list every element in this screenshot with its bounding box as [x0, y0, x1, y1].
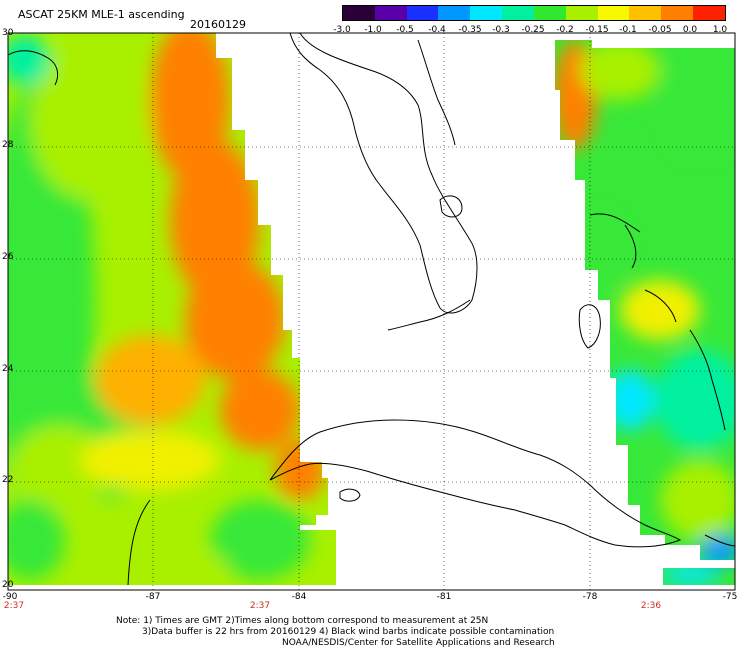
green-area	[210, 500, 310, 580]
cyan-area	[605, 370, 655, 430]
product-date: 20160129	[190, 18, 246, 31]
lon-label-90: -90	[2, 592, 18, 602]
lake-okeechobee	[439, 195, 463, 218]
yellowgreen-area	[660, 460, 735, 540]
bahamas-grand	[589, 213, 641, 233]
colorbar-label: -1.0	[364, 25, 382, 35]
yucatan-coast	[127, 499, 151, 586]
lon-label-75: -75	[722, 592, 738, 602]
colorbar-label: -0.05	[648, 25, 672, 35]
hispaniola-edge	[704, 534, 736, 547]
note-line-3: NOAA/NESDIS/Center for Satellite Applica…	[282, 638, 555, 648]
orange-area	[185, 260, 285, 380]
bahamas-andros	[578, 304, 601, 349]
colorbar-segment	[343, 6, 375, 20]
colorbar-segment	[470, 6, 503, 20]
lon-label-87: -87	[145, 592, 161, 602]
lat-label-20: 20	[2, 580, 14, 590]
green-area	[660, 40, 735, 160]
yellow-area	[620, 280, 700, 340]
lon-label-84: -84	[291, 592, 307, 602]
colorbar-label: -0.4	[428, 25, 446, 35]
colorbar-label: -0.35	[458, 25, 482, 35]
swath-east	[555, 40, 735, 585]
green-area	[575, 210, 625, 290]
lat-label-30: 30	[2, 28, 14, 38]
yellow-area	[80, 430, 220, 490]
product-title: ASCAT 25KM MLE-1 ascending	[18, 8, 185, 21]
lat-label-24: 24	[2, 364, 14, 374]
colorbar-label: -0.25	[521, 25, 545, 35]
lat-label-22: 22	[2, 475, 14, 485]
colorbar-labels: -3.0 -1.0 -0.5 -0.4 -0.35 -0.3 -0.25 -0.…	[0, 25, 740, 37]
bahamas-eleuthera	[644, 289, 677, 323]
lon-label-78: -78	[582, 592, 598, 602]
orange-area	[170, 140, 260, 300]
colorbar-label: -0.2	[556, 25, 574, 35]
colorbar-segment	[661, 6, 694, 20]
colorbar-segment	[565, 6, 598, 20]
colorbar-label: 1.0	[712, 25, 728, 35]
colorbar-label: -0.15	[585, 25, 609, 35]
yellowgreen-area	[10, 425, 110, 515]
colorbar-segment	[597, 6, 630, 20]
colorbar	[342, 5, 726, 21]
blue-area	[700, 535, 735, 565]
colorbar-label: -0.3	[492, 25, 510, 35]
orange-area	[275, 440, 325, 500]
colorbar-label: 0.0	[682, 25, 698, 35]
note-line-2: 3)Data buffer is 22 hrs from 20160129 4)…	[142, 627, 555, 637]
pass-time: 2:37	[249, 601, 271, 611]
gridlines	[8, 32, 735, 590]
colorbar-label: -3.0	[333, 25, 351, 35]
colorbar-label: -0.5	[396, 25, 414, 35]
yellowgreen-area	[580, 40, 660, 100]
bahamas-long	[689, 329, 726, 431]
pass-time: 2:37	[3, 601, 25, 611]
colorbar-segment	[533, 6, 566, 20]
green-area	[8, 500, 65, 580]
orange-area	[150, 33, 230, 180]
orange-area	[220, 370, 300, 450]
lat-label-28: 28	[2, 140, 14, 150]
teal-area	[8, 35, 50, 85]
colorbar-segment	[406, 6, 439, 20]
yellowgreen-area	[30, 40, 150, 200]
colorbar-label: -0.1	[619, 25, 637, 35]
gulf-coast	[7, 50, 59, 86]
colorbar-segment	[693, 6, 725, 20]
cuba-coast	[269, 419, 682, 548]
colorbar-segment	[629, 6, 662, 20]
note-line-1: Note: 1) Times are GMT 2)Times along bot…	[116, 616, 489, 626]
cyan-area	[660, 565, 720, 585]
pass-time: 2:36	[640, 601, 662, 611]
lat-label-26: 26	[2, 252, 14, 262]
coastlines	[7, 32, 736, 586]
amber-area	[95, 335, 205, 425]
florida-east-coast	[417, 39, 456, 146]
lon-label-81: -81	[436, 592, 452, 602]
florida-coast	[289, 32, 478, 314]
swath-west	[8, 33, 336, 585]
map-frame	[7, 32, 736, 591]
bahamas-abaco	[624, 224, 637, 269]
yellowgreen-area	[150, 550, 230, 585]
colorbar-segment	[438, 6, 471, 20]
colorbar-segment	[502, 6, 534, 20]
florida-keys	[387, 299, 471, 331]
teal-area	[655, 350, 735, 450]
isle-of-youth	[339, 488, 361, 502]
colorbar-segment	[374, 6, 407, 20]
